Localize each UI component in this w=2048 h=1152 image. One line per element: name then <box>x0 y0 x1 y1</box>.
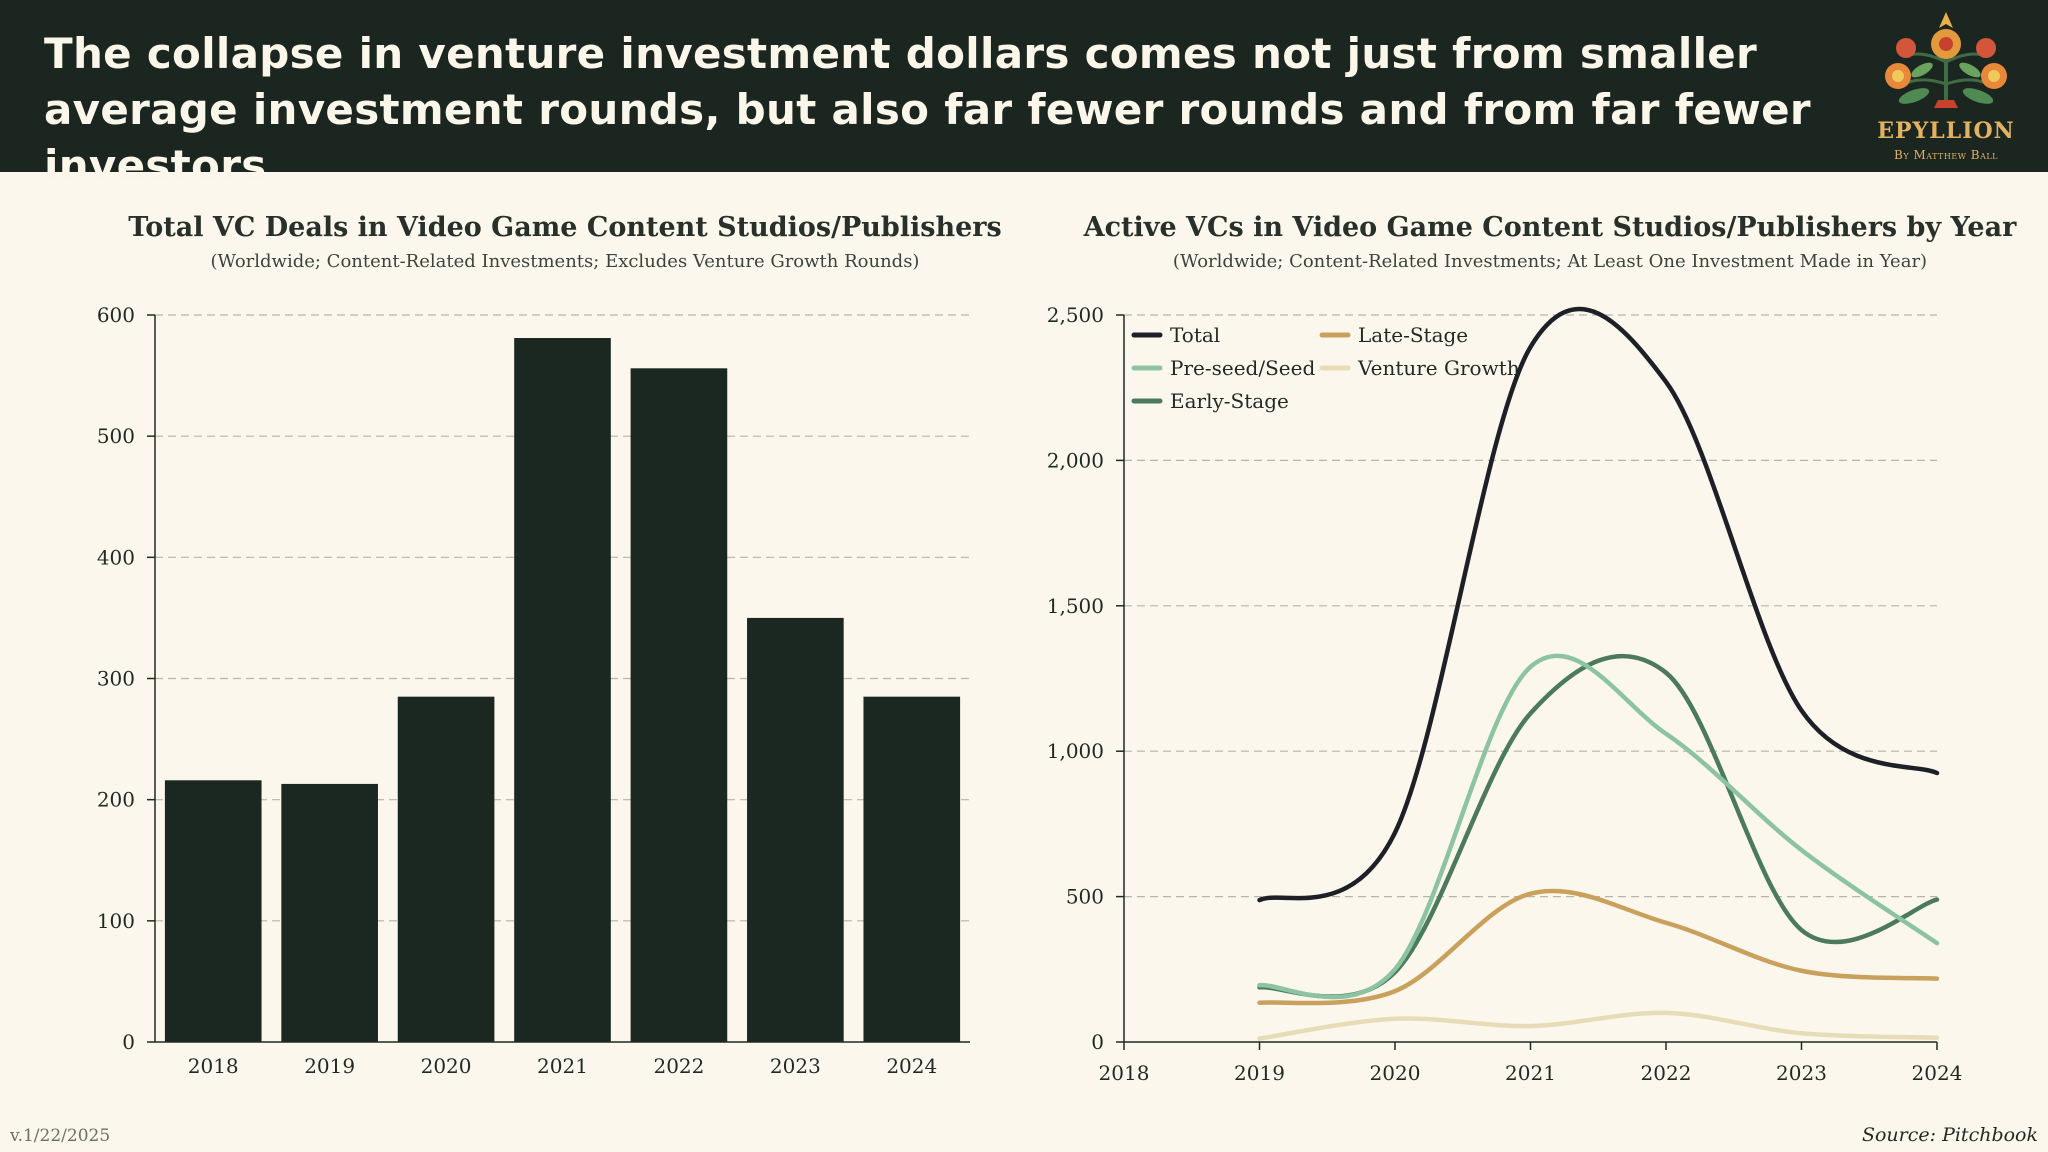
line-x-tick-label: 2024 <box>1912 1061 1963 1085</box>
line-y-tick-label: 500 <box>1066 885 1104 909</box>
bar-x-tick-label: 2020 <box>421 1054 472 1078</box>
bar-x-tick-label: 2023 <box>770 1054 821 1078</box>
legend-label-venture-growth: Venture Growth <box>1357 356 1520 380</box>
bar <box>164 780 262 1042</box>
bar-y-tick-label: 100 <box>97 909 135 933</box>
bar-x-tick-label: 2021 <box>537 1054 588 1078</box>
series-line-early-stage <box>1257 653 1940 999</box>
source-label: Source: Pitchbook <box>1861 1124 2038 1146</box>
legend-label-early-stage: Early-Stage <box>1170 389 1289 413</box>
bar-y-tick-label: 200 <box>97 788 135 812</box>
bar-x-tick-label: 2019 <box>304 1054 355 1078</box>
line-y-tick-label: 0 <box>1091 1030 1104 1054</box>
bar <box>863 696 961 1042</box>
version-label: v.1/22/2025 <box>10 1126 111 1146</box>
bar-y-tick-label: 600 <box>97 303 135 327</box>
line-x-tick-label: 2022 <box>1641 1061 1692 1085</box>
line-x-tick-label: 2023 <box>1776 1061 1827 1085</box>
legend-label-total: Total <box>1170 323 1220 347</box>
bar <box>397 696 495 1042</box>
bar <box>514 338 611 1042</box>
bar <box>630 368 728 1042</box>
bar-y-tick-label: 300 <box>97 667 135 691</box>
series-line-venture-growth <box>1257 1010 1940 1041</box>
line-chart-title: Active VCs in Video Game Content Studios… <box>1083 212 2017 243</box>
floral-logo-icon <box>1885 12 2007 108</box>
bar-x-tick-label: 2022 <box>653 1054 704 1078</box>
bar-chart-title: Total VC Deals in Video Game Content Stu… <box>128 212 1002 243</box>
line-y-tick-label: 2,500 <box>1047 303 1104 327</box>
line-x-tick-label: 2018 <box>1099 1061 1150 1085</box>
brand-name: EPYLLION <box>1877 118 2015 144</box>
brand-logo: EPYLLION By Matthew Ball <box>1856 4 2036 168</box>
bar <box>281 783 378 1042</box>
series-line-pre-seed-seed <box>1257 653 1940 1000</box>
bar-y-tick-label: 400 <box>97 545 135 569</box>
bar-chart-subtitle: (Worldwide; Content-Related Investments;… <box>210 251 920 272</box>
header-banner <box>0 0 2048 172</box>
line-x-tick-label: 2020 <box>1370 1061 1421 1085</box>
bar-y-tick-label: 0 <box>122 1030 135 1054</box>
headline: The collapse in venture investment dolla… <box>44 29 1811 190</box>
bar <box>747 617 844 1042</box>
legend-label-late-stage: Late-Stage <box>1358 323 1468 347</box>
line-y-tick-label: 2,000 <box>1047 448 1104 472</box>
line-x-tick-label: 2019 <box>1234 1061 1285 1085</box>
legend-label-pre-seed-seed: Pre-seed/Seed <box>1170 356 1315 380</box>
brand-tagline: By Matthew Ball <box>1894 148 1998 162</box>
series-line-late-stage <box>1257 888 1940 1006</box>
line-y-tick-label: 1,500 <box>1047 594 1104 618</box>
line-y-tick-label: 1,000 <box>1047 739 1104 763</box>
line-x-tick-label: 2021 <box>1505 1061 1556 1085</box>
bar-x-tick-label: 2018 <box>188 1054 239 1078</box>
bar-y-tick-label: 500 <box>97 424 135 448</box>
bar-x-tick-label: 2024 <box>886 1054 937 1078</box>
series-line-total <box>1257 306 1940 903</box>
line-chart-subtitle: (Worldwide; Content-Related Investments;… <box>1172 251 1928 272</box>
